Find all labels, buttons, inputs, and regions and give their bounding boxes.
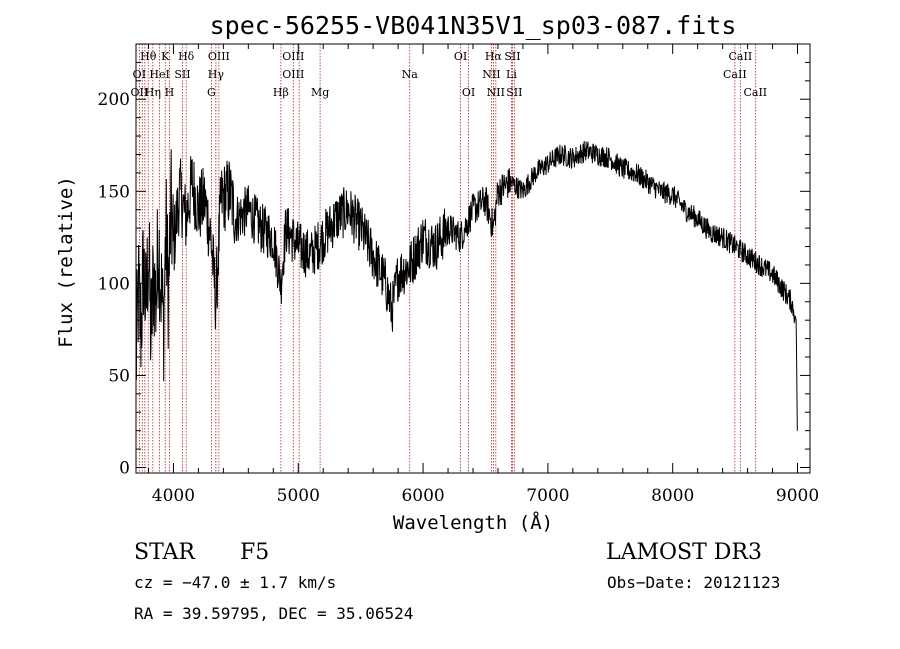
y-tick-label: 200	[98, 90, 130, 110]
observation-date: Obs−Date: 20121123	[607, 573, 781, 592]
y-tick-label: 100	[98, 274, 130, 294]
sky-coordinates: RA = 39.59795, DEC = 35.06524	[134, 604, 414, 623]
spectral-line-label: SII	[174, 68, 190, 81]
spectral-line-label: CaII	[723, 68, 747, 81]
spectral-line-label: SII	[504, 50, 520, 63]
x-tick-label: 5000	[277, 486, 320, 506]
y-axis-label: Flux (relative)	[55, 176, 77, 348]
spectral-line-label: OI	[133, 68, 146, 81]
spectral-line-label: CaII	[743, 86, 767, 99]
x-tick-label: 8000	[651, 486, 694, 506]
redshift-velocity: cz = −47.0 ± 1.7 km/s	[134, 573, 337, 592]
y-tick-label: 0	[119, 458, 130, 478]
spectral-line-label: Hθ	[140, 50, 157, 63]
y-tick-label: 150	[98, 182, 130, 202]
spectral-line-label: OIII	[282, 68, 304, 81]
spectral-line-label: OIII	[282, 50, 304, 63]
spectral-line-label: H	[165, 86, 175, 99]
spectral-line-label: OII	[131, 86, 149, 99]
spectral-line-label: Mg	[311, 86, 329, 99]
spectral-line-label: OI	[454, 50, 467, 63]
spectral-line-markers	[138, 44, 756, 473]
spectral-line-label: Li	[506, 68, 517, 81]
x-tick-label: 6000	[401, 486, 444, 506]
spectral-line-label: G	[207, 86, 216, 99]
object-class: STAR	[134, 540, 195, 565]
x-tick-label: 9000	[776, 486, 819, 506]
spectral-line-label: NII	[482, 68, 500, 81]
spectral-line-label: HeI	[149, 68, 169, 81]
survey-name: LAMOST DR3	[606, 540, 762, 565]
x-tick-label: 4000	[152, 486, 195, 506]
y-tick-label: 50	[108, 366, 130, 386]
x-axis-ticks: 4000 5000 6000 7000 8000 9000	[147, 44, 819, 506]
spectral-line-label: Hα	[485, 50, 503, 63]
spectral-line-label: Na	[402, 68, 419, 81]
x-tick-label: 7000	[526, 486, 569, 506]
spectrum-series-line	[135, 141, 798, 431]
spectral-line-label: Hγ	[208, 68, 225, 81]
spectral-line-label: OIII	[208, 50, 230, 63]
plot-frame	[135, 43, 811, 474]
y-axis-ticks: 0 50 100 150 200	[98, 61, 810, 478]
object-subclass: F5	[240, 540, 270, 565]
spectral-line-label: K	[161, 50, 170, 63]
spectral-line-label: NII	[487, 86, 505, 99]
spectral-line-label: Hη	[145, 86, 161, 99]
spectral-line-label: Hβ	[273, 86, 289, 99]
spectral-line-label: Hδ	[178, 50, 195, 63]
x-axis-label: Wavelength (Å)	[393, 511, 553, 534]
spectrum-chart: spec-56255-VB041N35V1_sp03-087.fits Hθ K H…	[55, 11, 819, 534]
spectral-line-label: SII	[506, 86, 522, 99]
spectral-line-label: OI	[462, 86, 475, 99]
spectral-line-label: CaII	[729, 50, 753, 63]
chart-title: spec-56255-VB041N35V1_sp03-087.fits	[210, 11, 737, 40]
